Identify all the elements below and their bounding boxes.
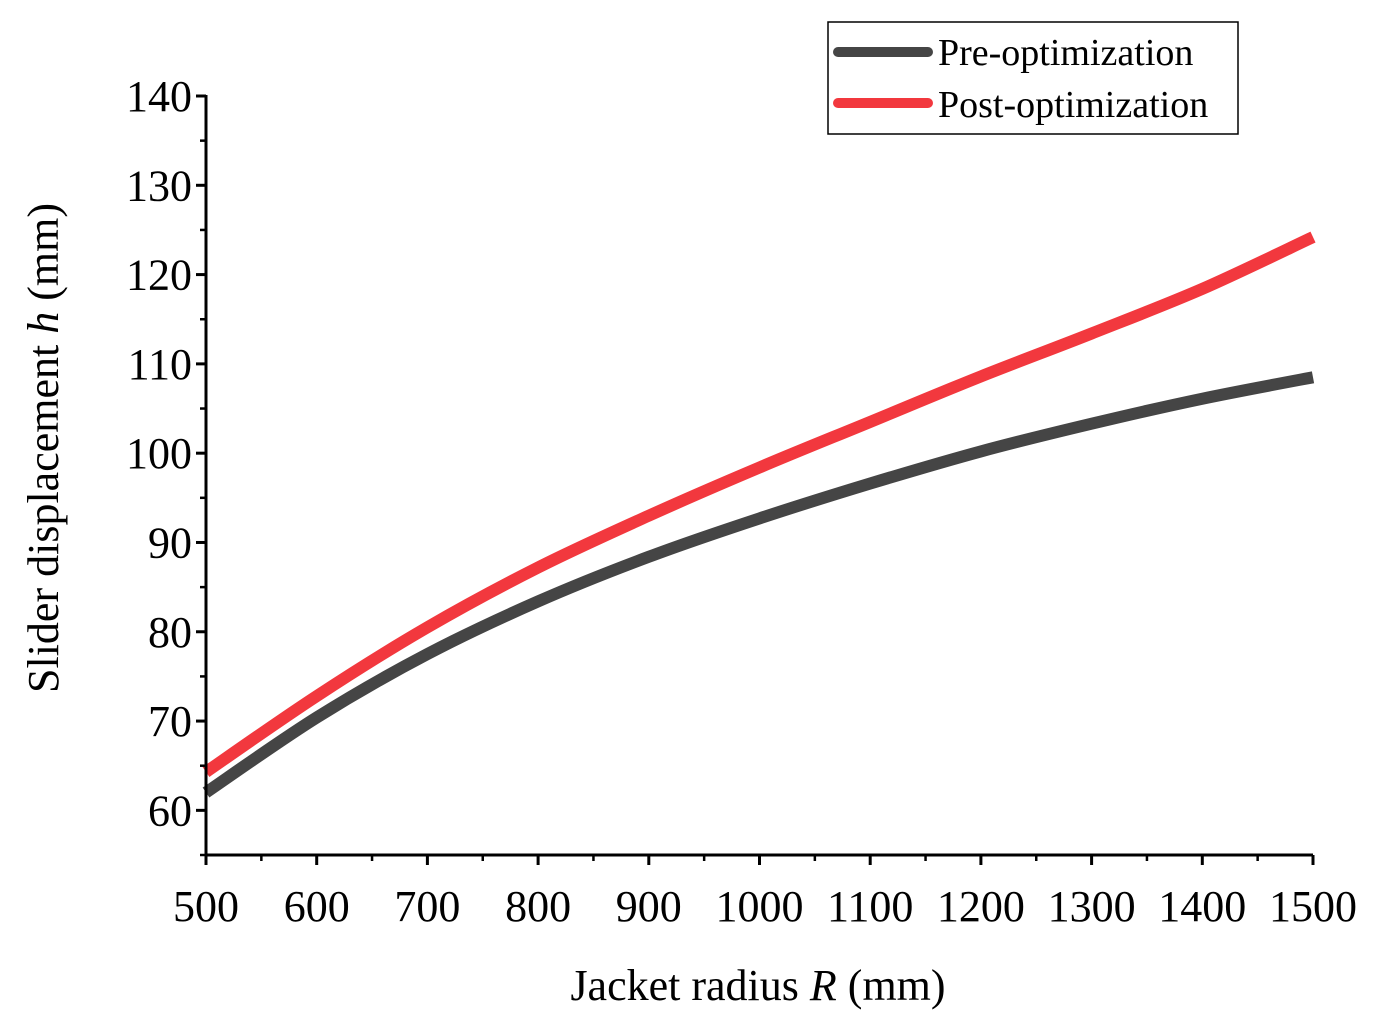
x-tick-label: 1200	[937, 882, 1025, 931]
x-tick-label: 600	[284, 882, 350, 931]
y-tick-label: 80	[148, 608, 192, 657]
y-tick-label: 60	[148, 786, 192, 835]
x-tick-label: 1500	[1269, 882, 1357, 931]
axes-layer	[204, 95, 1313, 857]
y-tick-label: 120	[126, 251, 192, 300]
x-tick-label: 500	[173, 882, 239, 931]
y-tick-label: 130	[126, 161, 192, 210]
series-line-post-optimization	[202, 231, 1316, 777]
ticks-layer: 60 70 80 90 100 110 120 130 140 500 600 700 800 900 10…	[126, 72, 1357, 931]
x-tick-label: 1000	[716, 882, 804, 931]
y-tick-label: 70	[148, 697, 192, 746]
series-line-pre-optimization	[202, 371, 1315, 798]
x-tick-label: 1400	[1158, 882, 1246, 931]
legend: Pre-optimization Post-optimization	[827, 21, 1239, 135]
y-axis-title: Slider displacement h (mm)	[19, 203, 68, 693]
y-tick-label: 90	[148, 518, 192, 567]
x-tick-label: 800	[505, 882, 571, 931]
x-axis-title: Jacket radius R (mm)	[570, 961, 945, 1010]
legend-box	[827, 21, 1239, 135]
x-tick-label: 900	[616, 882, 682, 931]
x-tick-label: 1300	[1048, 882, 1136, 931]
legend-label-post-optimization: Post-optimization	[938, 84, 1208, 126]
y-tick-label: 110	[128, 340, 192, 389]
legend-label-pre-optimization: Pre-optimization	[938, 32, 1193, 74]
x-tick-label: 700	[394, 882, 460, 931]
x-tick-label: 1100	[827, 882, 913, 931]
series-layer	[202, 231, 1316, 798]
y-tick-label: 100	[126, 429, 192, 478]
y-tick-label: 140	[126, 72, 192, 121]
